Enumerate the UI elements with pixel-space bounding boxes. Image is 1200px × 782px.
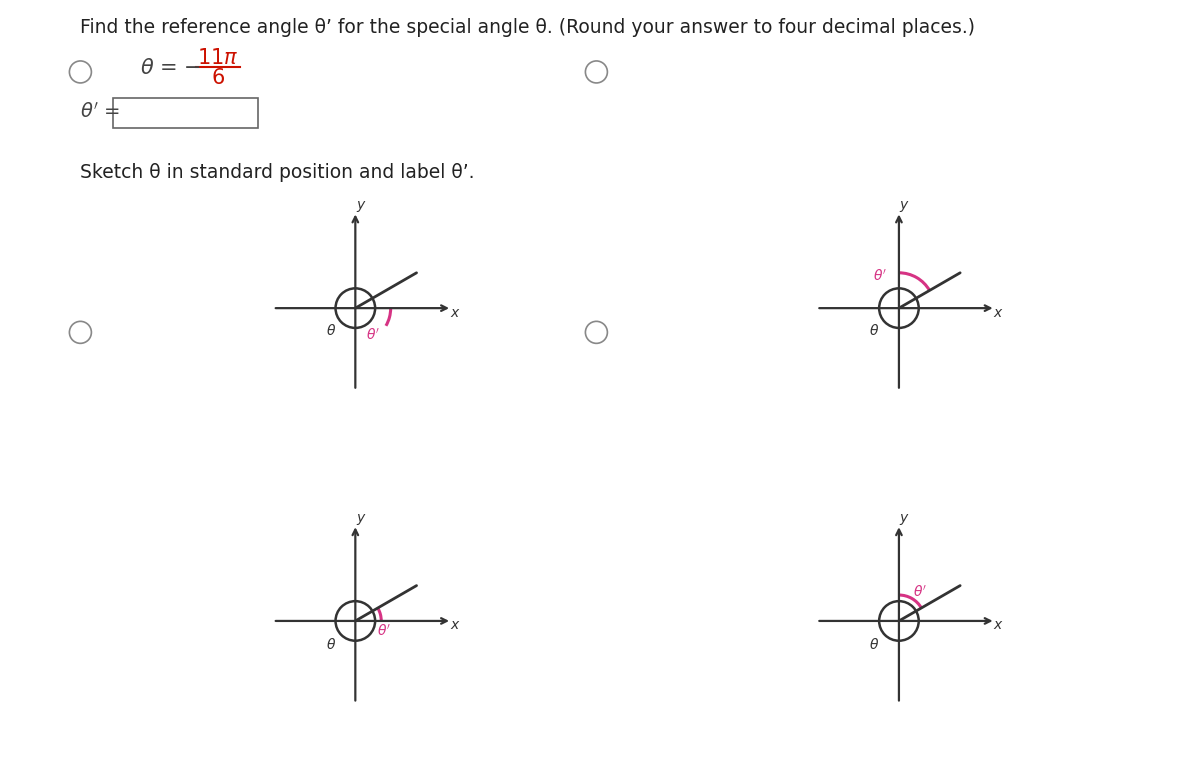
Text: y: y — [900, 198, 907, 212]
Text: $6$: $6$ — [211, 68, 226, 88]
Text: $\theta'$: $\theta'$ — [913, 585, 928, 601]
Text: $\theta$: $\theta$ — [325, 323, 336, 339]
Text: x: x — [450, 619, 458, 633]
Text: $\theta'$: $\theta'$ — [366, 328, 380, 343]
Text: Sketch θ in standard position and label θ’.: Sketch θ in standard position and label … — [80, 163, 474, 182]
Text: x: x — [450, 306, 458, 320]
Text: $\theta'$: $\theta'$ — [377, 624, 391, 639]
Text: $11\pi$: $11\pi$ — [197, 48, 239, 68]
Text: y: y — [356, 198, 364, 212]
Text: $\theta$: $\theta$ — [869, 637, 880, 652]
Text: x: x — [994, 619, 1002, 633]
Text: $\theta$: $\theta$ — [325, 637, 336, 652]
Text: x: x — [994, 306, 1002, 320]
Text: y: y — [900, 511, 907, 525]
Text: Find the reference angle θ’ for the special angle θ. (Round your answer to four : Find the reference angle θ’ for the spec… — [80, 18, 974, 37]
Text: $\theta'$: $\theta'$ — [874, 268, 887, 284]
Text: $\theta$: $\theta$ — [869, 323, 880, 339]
FancyBboxPatch shape — [113, 98, 258, 128]
Text: $\theta'$ =: $\theta'$ = — [80, 102, 120, 122]
Text: y: y — [356, 511, 364, 525]
Text: $\theta$ = $-$: $\theta$ = $-$ — [140, 58, 200, 78]
